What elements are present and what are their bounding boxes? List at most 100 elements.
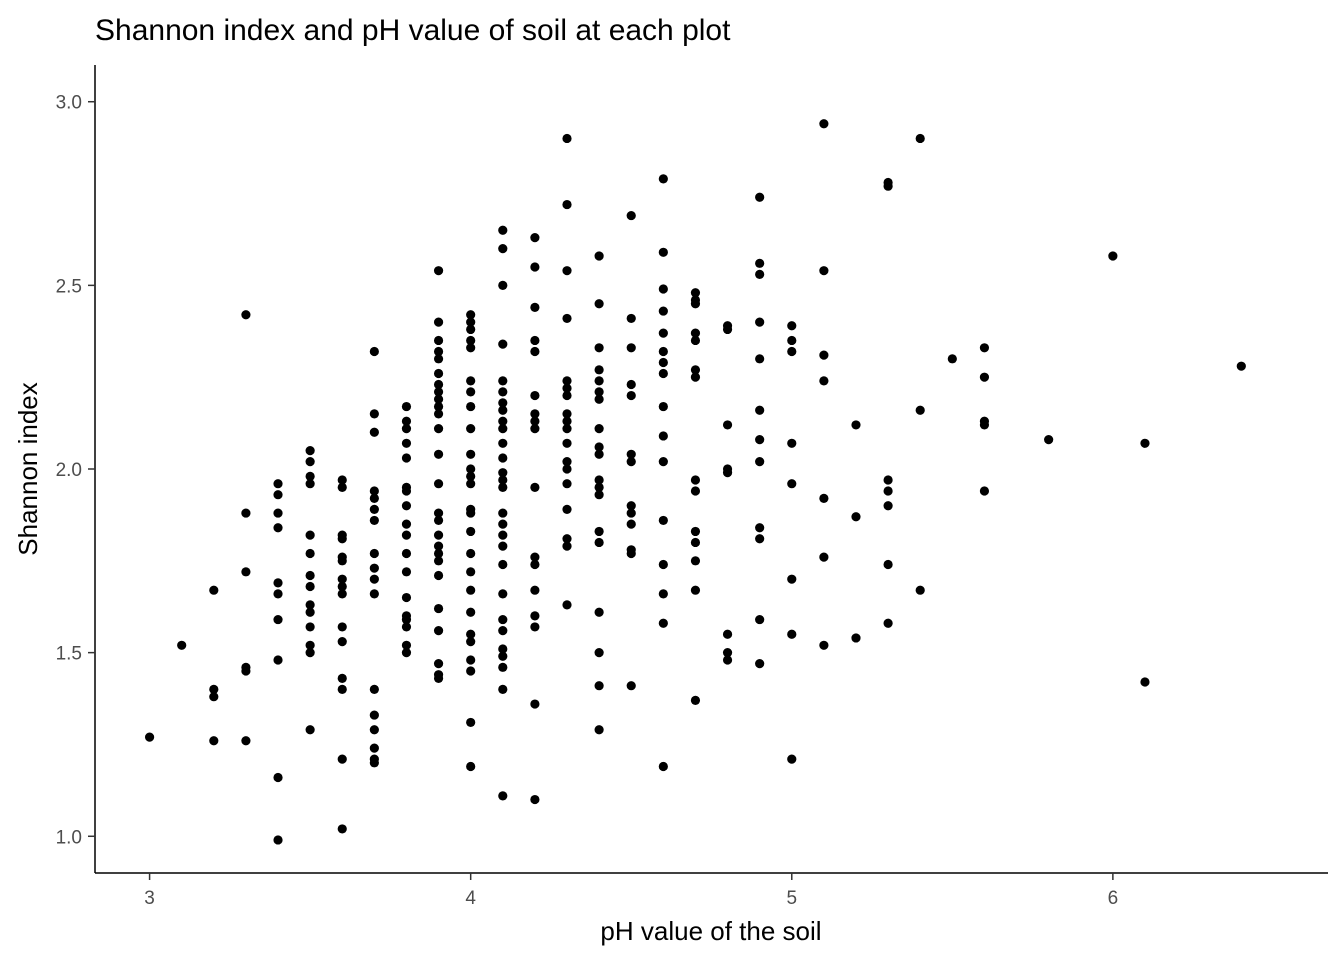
data-point — [466, 335, 476, 346]
data-point — [562, 409, 572, 419]
data-point — [369, 504, 379, 514]
data-point — [401, 486, 412, 496]
data-point — [498, 519, 508, 529]
data-point — [562, 457, 572, 467]
data-point — [433, 379, 444, 390]
data-point — [562, 266, 572, 276]
data-point — [209, 585, 219, 595]
data-point — [979, 420, 990, 430]
data-point — [401, 592, 412, 603]
data-point — [369, 743, 379, 753]
y-tick-label: 2.5 — [56, 276, 82, 297]
x-tick-label: 5 — [786, 888, 797, 909]
data-point — [466, 655, 476, 665]
data-point — [433, 479, 444, 489]
data-point — [433, 603, 444, 614]
data-point — [433, 541, 444, 551]
data-point — [209, 736, 219, 746]
data-point — [755, 435, 765, 445]
data-point — [690, 372, 701, 382]
data-point — [690, 526, 701, 537]
x-axis-title: pH value of the soil — [600, 916, 821, 946]
data-point — [594, 394, 604, 404]
data-point — [466, 567, 476, 577]
data-point — [273, 523, 283, 533]
data-point — [401, 640, 412, 650]
data-point — [626, 457, 636, 467]
data-point — [883, 618, 893, 628]
data-point — [433, 394, 444, 404]
chart-title: Shannon index and pH value of soil at ea… — [95, 14, 731, 47]
data-point — [337, 824, 347, 834]
data-point — [498, 475, 508, 485]
data-point — [401, 424, 412, 434]
data-point — [594, 343, 604, 353]
data-point — [273, 655, 283, 665]
data-point — [273, 490, 283, 500]
data-point — [466, 629, 476, 639]
data-point — [369, 589, 379, 599]
data-point — [594, 607, 604, 617]
data-point — [337, 637, 347, 647]
data-point — [498, 482, 508, 492]
data-point — [658, 284, 668, 294]
data-points — [144, 119, 1246, 845]
data-point — [305, 622, 315, 632]
data-point — [883, 559, 893, 570]
data-point — [915, 585, 925, 595]
data-point — [433, 515, 444, 526]
y-axis-ticks: 1.0 1.5 2.0 2.5 3.0 — [56, 93, 95, 848]
y-tick-label: 1.5 — [56, 644, 82, 665]
data-point — [979, 372, 990, 382]
data-point — [337, 581, 347, 592]
data-point — [819, 119, 829, 129]
data-point — [305, 607, 315, 617]
data-point — [466, 761, 476, 772]
data-point — [530, 482, 540, 492]
data-point — [305, 457, 315, 467]
data-point — [498, 280, 508, 290]
data-point — [369, 710, 379, 720]
data-point — [530, 233, 540, 243]
data-point — [530, 552, 540, 562]
data-point — [530, 559, 540, 570]
data-point — [433, 317, 444, 327]
data-point — [626, 343, 636, 353]
data-point — [530, 302, 540, 312]
data-point — [433, 368, 444, 379]
data-point — [337, 556, 347, 566]
data-point — [883, 486, 893, 496]
data-point — [690, 537, 701, 548]
data-point — [626, 508, 636, 518]
data-point — [755, 534, 765, 544]
data-point — [305, 479, 315, 489]
data-point — [305, 446, 315, 456]
data-point — [498, 614, 508, 625]
data-point — [498, 791, 508, 801]
data-point — [626, 313, 636, 324]
data-point — [626, 379, 636, 390]
data-point — [594, 526, 604, 537]
data-point — [658, 431, 668, 441]
data-point — [690, 299, 701, 309]
data-point — [466, 387, 476, 397]
data-point — [755, 405, 765, 415]
data-point — [690, 335, 701, 346]
data-point — [273, 589, 283, 599]
data-point — [883, 475, 893, 485]
data-point — [337, 673, 347, 683]
y-tick-label: 1.0 — [56, 827, 82, 848]
data-point — [562, 534, 572, 544]
data-point — [819, 376, 829, 386]
data-point — [722, 420, 733, 430]
data-point — [594, 365, 604, 375]
data-point — [401, 401, 412, 412]
data-point — [433, 570, 444, 581]
data-point — [305, 640, 315, 650]
data-point — [433, 530, 444, 540]
data-point — [722, 655, 733, 665]
data-point — [690, 328, 701, 338]
data-point — [305, 581, 315, 592]
data-point — [433, 548, 444, 559]
data-point — [369, 684, 379, 694]
